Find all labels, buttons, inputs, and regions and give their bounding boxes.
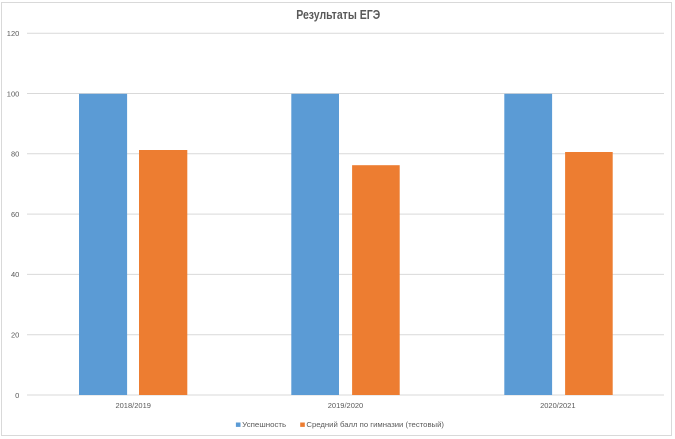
svg-text:Успешность: Успешность (242, 420, 286, 429)
svg-text:2019/2020: 2019/2020 (328, 401, 363, 410)
svg-text:Средний балл по гимназии (тест: Средний балл по гимназии (тестовый) (306, 420, 444, 429)
svg-text:0: 0 (15, 391, 19, 400)
svg-text:120: 120 (7, 29, 20, 38)
svg-text:40: 40 (11, 270, 19, 279)
svg-text:2018/2019: 2018/2019 (115, 401, 150, 410)
svg-text:80: 80 (11, 150, 19, 159)
svg-text:20: 20 (11, 331, 19, 340)
svg-text:2020/2021: 2020/2021 (540, 401, 575, 410)
svg-text:Результаты ЕГЭ: Результаты ЕГЭ (296, 7, 380, 22)
svg-text:100: 100 (7, 89, 20, 98)
svg-text:60: 60 (11, 210, 19, 219)
